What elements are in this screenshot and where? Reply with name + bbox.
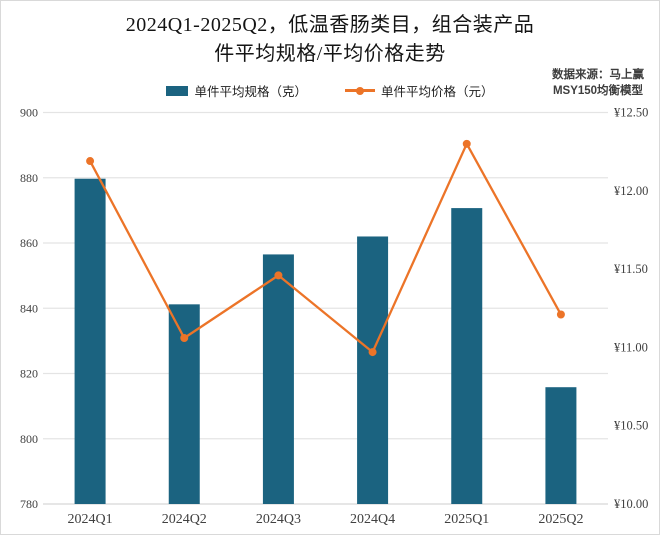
- legend-spec-label: 单件平均规格（克）: [194, 85, 307, 99]
- left-axis-tick-780: 780: [20, 497, 38, 511]
- line-series-swatch-icon: [345, 86, 375, 95]
- price-point-2024Q2: [180, 334, 189, 343]
- left-axis-tick-860: 860: [20, 236, 38, 250]
- right-axis-tick-3: ¥11.50: [614, 262, 648, 276]
- left-axis-tick-800: 800: [20, 432, 38, 446]
- price-line: [88, 142, 563, 354]
- right-axis-tick-6: ¥10.00: [614, 497, 648, 511]
- x-axis-label-2024Q4: 2024Q4: [350, 512, 395, 527]
- price-point-2025Q2: [556, 310, 565, 319]
- x-axis-label-2025Q2: 2025Q2: [538, 512, 583, 527]
- bar-2024Q1: [74, 178, 106, 504]
- price-point-2025Q1: [462, 139, 471, 148]
- line-marker-icon: [356, 86, 364, 95]
- right-axis-tick-1: ¥12.50: [614, 106, 648, 120]
- left-axis-tick-840: 840: [20, 301, 38, 315]
- x-axis-label-2024Q2: 2024Q2: [162, 512, 207, 527]
- price-point-2024Q3: [274, 271, 283, 280]
- left-axis-tick-900: 900: [20, 106, 38, 120]
- x-axis-label-2024Q1: 2024Q1: [68, 512, 113, 527]
- chart-title-line1: 2024Q1-2025Q2，低温香肠类目，组合装产品: [125, 14, 535, 36]
- legend-item-spec: 单件平均规格（克）: [166, 81, 307, 100]
- bar-2024Q3: [262, 254, 294, 504]
- price-point-2024Q4: [368, 348, 377, 357]
- bar-series-swatch-icon: [166, 85, 189, 96]
- legend-price-label: 单件平均价格（元）: [381, 85, 494, 99]
- chart-title-line2: 件平均规格/平均价格走势: [214, 43, 446, 65]
- right-axis-tick-5: ¥10.50: [614, 419, 648, 433]
- bar-2024Q4: [357, 236, 389, 504]
- price-point-2024Q1: [86, 157, 95, 166]
- data-source-note: 数据来源：马上赢 MSY150均衡模型: [552, 67, 644, 99]
- legend-item-price: 单件平均价格（元）: [345, 81, 494, 100]
- x-axis-label-2024Q3: 2024Q3: [256, 512, 301, 527]
- bar-2025Q1: [451, 208, 483, 504]
- data-source-line2: MSY150均衡模型: [552, 85, 644, 97]
- bar-2025Q2: [545, 387, 577, 504]
- x-axis-label-2025Q1: 2025Q1: [444, 512, 489, 527]
- left-axis-tick-880: 880: [20, 171, 38, 185]
- right-axis-tick-2: ¥12.00: [614, 184, 648, 198]
- data-source-line1: 数据来源：马上赢: [552, 69, 644, 81]
- legend: 单件平均规格（克） 单件平均价格（元）: [1, 81, 659, 100]
- right-axis-tick-4: ¥11.00: [614, 340, 648, 354]
- left-axis-tick-820: 820: [20, 367, 38, 381]
- chart-title: 2024Q1-2025Q2，低温香肠类目，组合装产品 件平均规格/平均价格走势: [1, 11, 659, 69]
